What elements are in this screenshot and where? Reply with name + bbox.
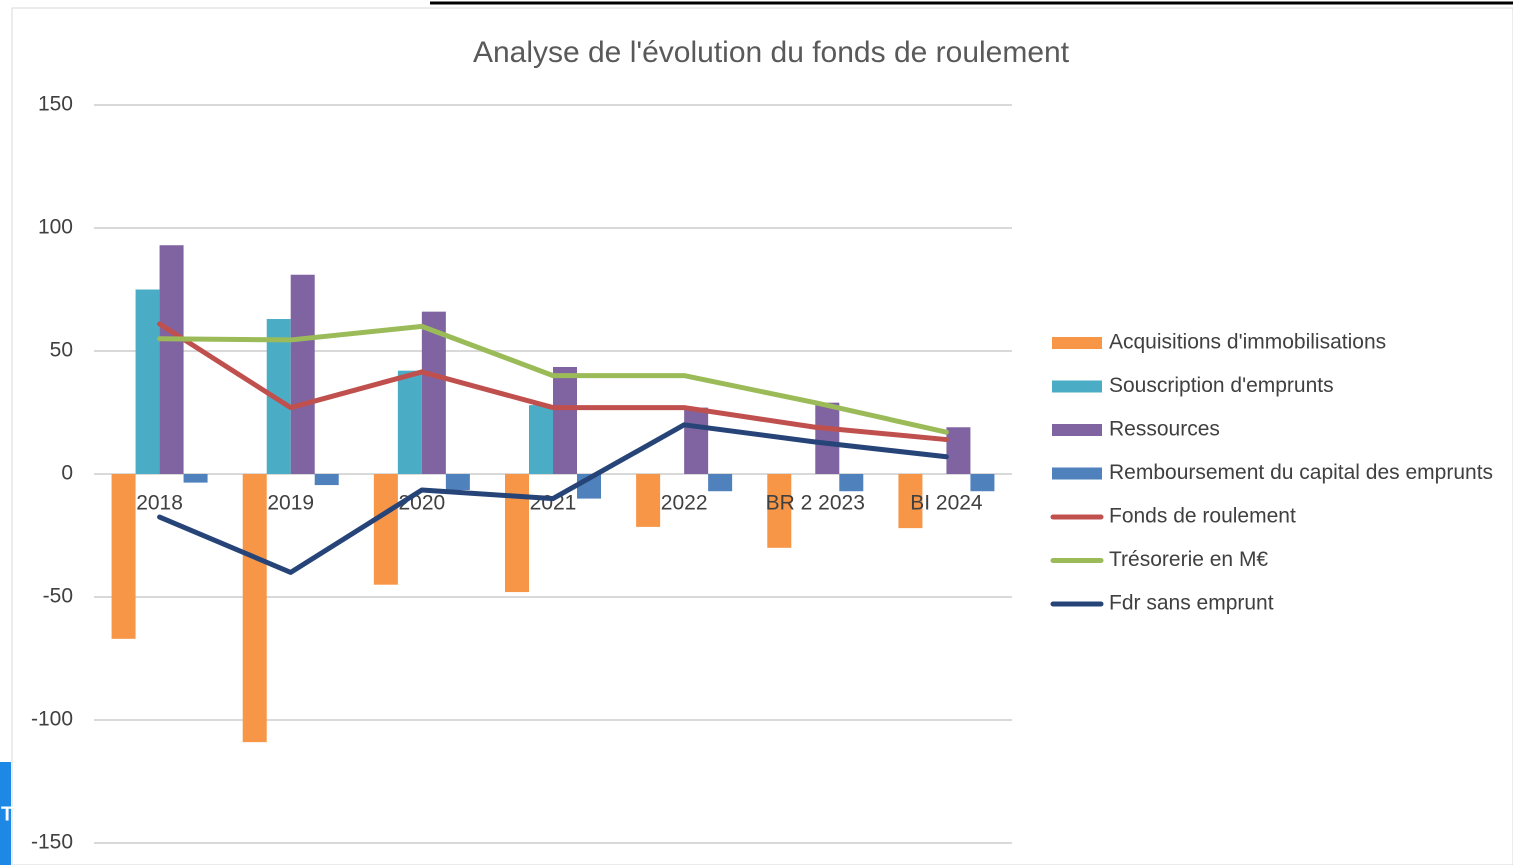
bar	[708, 474, 733, 492]
bar	[314, 474, 339, 486]
x-tick-label: 2018	[136, 492, 183, 515]
bar	[290, 274, 315, 474]
line	[157, 321, 949, 443]
bar	[183, 474, 208, 483]
bar	[111, 474, 136, 639]
line	[157, 422, 949, 575]
legend-label: Fdr sans emprunt	[1109, 592, 1274, 615]
bar	[159, 245, 184, 474]
x-tick-label: 2021	[530, 492, 577, 515]
bar	[529, 405, 553, 474]
legend-swatch	[1052, 467, 1102, 480]
y-tick-label: 150	[38, 93, 73, 116]
line	[157, 323, 949, 435]
bar	[684, 407, 709, 474]
y-tick-label: -100	[31, 708, 73, 731]
legend-label: Souscription d'emprunts	[1109, 374, 1334, 397]
x-tick-label: 2019	[267, 492, 314, 515]
bar	[970, 474, 995, 492]
bar	[397, 370, 422, 474]
chart-title: Analyse de l'évolution du fonds de roule…	[473, 36, 1070, 69]
bar	[767, 474, 792, 548]
bar	[839, 474, 864, 492]
side-tab-label: T	[1, 803, 13, 825]
bar	[135, 289, 160, 474]
bar	[242, 474, 267, 743]
legend-label: Trésorerie en M€	[1109, 548, 1268, 571]
legend-label: Acquisitions d'immobilisations	[1109, 331, 1386, 354]
legend-label: Ressources	[1109, 418, 1220, 441]
x-tick-label: 2022	[661, 492, 708, 515]
legend-swatch	[1052, 337, 1102, 349]
x-tick-label: BR 2 2023	[766, 492, 865, 515]
legend-label: Fonds de roulement	[1109, 505, 1296, 528]
y-tick-label: 0	[61, 462, 73, 485]
bar	[553, 366, 577, 474]
bar	[946, 427, 971, 474]
bar	[373, 474, 398, 585]
y-tick-label: 100	[38, 216, 73, 239]
legend-swatch	[1052, 380, 1102, 393]
bar	[421, 311, 446, 474]
y-tick-label: 50	[50, 339, 73, 362]
bar	[898, 474, 923, 529]
bar	[636, 474, 661, 527]
x-tick-label: BI 2024	[910, 492, 983, 515]
y-tick-label: -50	[43, 585, 73, 608]
bar	[815, 402, 840, 474]
legend-label: Remboursement du capital des emprunts	[1109, 461, 1493, 484]
y-tick-label: -150	[31, 831, 73, 854]
bar	[505, 474, 529, 593]
bar	[445, 474, 470, 490]
side-tab	[0, 762, 11, 865]
legend-swatch	[1052, 424, 1102, 436]
